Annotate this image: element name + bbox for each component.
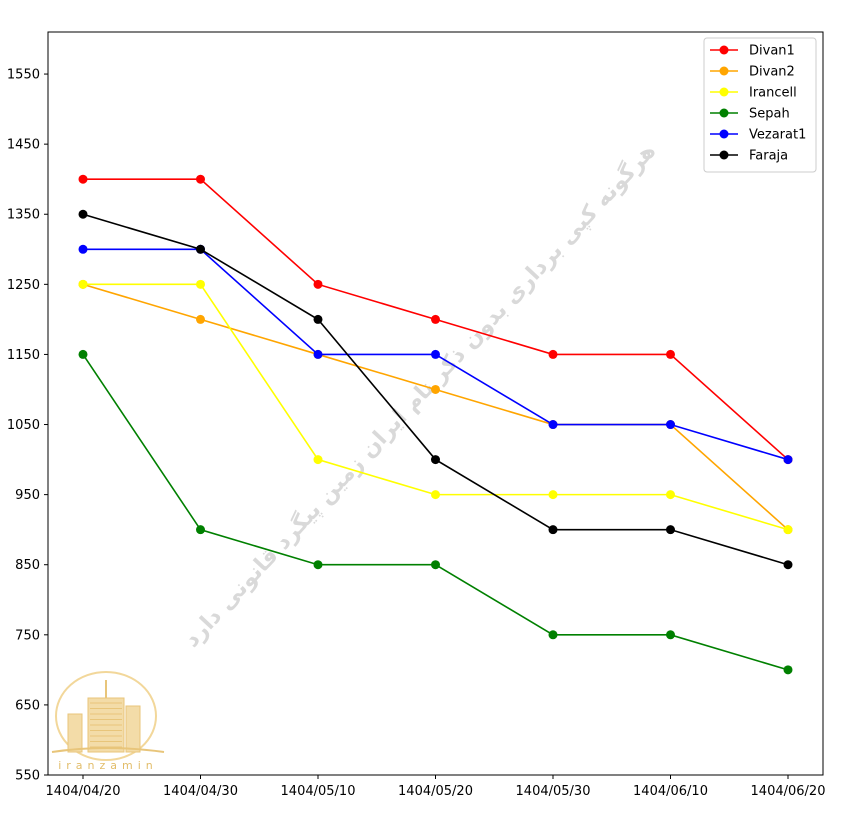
x-tick-label: 1404/06/20 (751, 784, 826, 799)
data-point (196, 314, 205, 324)
data-point (313, 279, 323, 289)
watermark-text: هرگونه کپی برداری بدون ذکر نام ایران زمی… (178, 137, 661, 652)
legend-marker (719, 108, 729, 118)
legend-label: Irancell (749, 86, 797, 101)
series-vezarat1 (78, 244, 793, 465)
y-tick-label: 850 (15, 558, 40, 573)
legend: Divan1 Divan2 Irancell Sepah Vezarat1 Faraja (703, 37, 817, 173)
x-tick-label: 1404/05/20 (398, 784, 473, 799)
data-point (548, 525, 558, 535)
legend-label: Divan1 (749, 44, 795, 59)
legend-item-divan2: Divan2 (710, 65, 795, 80)
legend-marker (719, 66, 729, 76)
y-tick-label: 1150 (7, 348, 40, 363)
series-layer (78, 174, 793, 675)
data-point (78, 174, 88, 184)
y-tick-label: 950 (15, 488, 40, 503)
series-line (82, 353, 789, 671)
data-point (666, 349, 675, 359)
y-tick-label: 1450 (7, 138, 40, 153)
data-point (783, 560, 793, 570)
data-point (78, 349, 88, 359)
data-point (196, 525, 205, 535)
legend-item-sepah: Sepah (710, 107, 790, 122)
legend-marker (719, 150, 729, 160)
data-point (548, 490, 558, 500)
data-point (783, 525, 793, 535)
data-point (313, 314, 323, 324)
y-axis: 550 650 750 850 950 1050 1150 1250 1350 1450 1550 (7, 68, 48, 784)
data-point (313, 560, 323, 570)
data-point (431, 455, 440, 465)
legend-item-divan1: Divan1 (710, 44, 795, 59)
logo-building-0 (67, 713, 83, 753)
series-irancell (78, 279, 793, 535)
x-tick-label: 1404/05/10 (281, 784, 356, 799)
data-point (666, 525, 675, 535)
y-tick-label: 650 (15, 698, 40, 713)
data-point (666, 630, 675, 640)
data-point (666, 490, 675, 500)
data-point (431, 349, 440, 359)
data-point (196, 244, 205, 254)
legend-label: Sepah (749, 107, 790, 122)
y-tick-label: 1050 (7, 418, 40, 433)
data-point (783, 455, 793, 465)
x-tick-label: 1404/05/30 (516, 784, 591, 799)
data-point (313, 455, 323, 465)
legend-marker (719, 87, 729, 97)
data-point (548, 349, 558, 359)
data-point (431, 560, 440, 570)
data-point (431, 314, 440, 324)
data-point (548, 630, 558, 640)
data-point (548, 420, 558, 430)
logo-ring (55, 671, 157, 761)
data-point (78, 244, 88, 254)
y-tick-label: 1350 (7, 208, 40, 223)
x-tick-label: 1404/04/20 (46, 784, 121, 799)
legend-marker (719, 129, 729, 139)
x-tick-label: 1404/06/10 (633, 784, 708, 799)
logo-text: iranzamin (58, 759, 158, 772)
y-tick-label: 1250 (7, 278, 40, 293)
data-point (666, 420, 675, 430)
y-tick-label: 1550 (7, 68, 40, 83)
data-point (78, 279, 88, 289)
legend-item-irancell: Irancell (710, 86, 797, 101)
legend-marker (719, 45, 729, 55)
x-axis: 1404/04/20 1404/04/30 1404/05/10 1404/05/20… (46, 775, 826, 799)
logo-base (51, 747, 165, 753)
legend-label: Faraja (749, 149, 788, 164)
series-sepah (78, 349, 793, 675)
data-point (313, 349, 323, 359)
series-faraja (78, 209, 793, 570)
y-tick-label: 750 (15, 628, 40, 643)
logo-building-2 (125, 705, 141, 753)
data-point (78, 209, 88, 219)
series-divan1 (78, 174, 793, 465)
data-point (431, 490, 440, 500)
data-point (783, 665, 793, 675)
legend-label: Divan2 (749, 65, 795, 80)
legend-item-faraja: Faraja (710, 149, 788, 164)
y-tick-label: 550 (15, 769, 40, 784)
data-point (196, 174, 205, 184)
x-tick-label: 1404/04/30 (163, 784, 238, 799)
logo: iranzamin (51, 671, 165, 772)
data-point (431, 384, 440, 394)
data-point (196, 279, 205, 289)
legend-label: Vezarat1 (749, 128, 806, 143)
legend-item-vezarat1: Vezarat1 (710, 128, 806, 143)
